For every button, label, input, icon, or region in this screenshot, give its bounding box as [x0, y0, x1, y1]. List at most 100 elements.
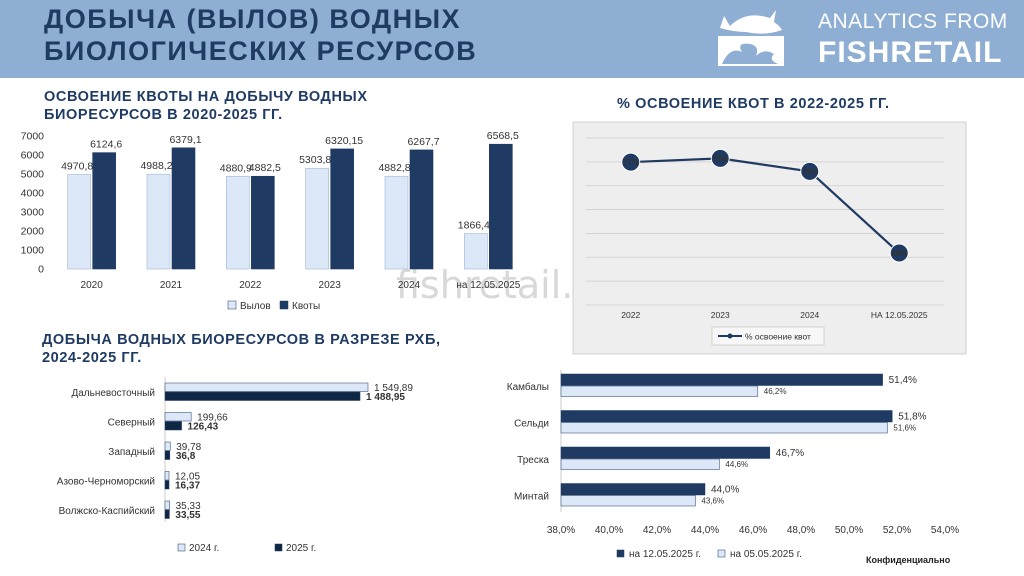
- quota-data-label: 6320,15: [325, 135, 363, 147]
- basin-category-label: Северный: [108, 418, 155, 429]
- percent-data-label: 79%: [712, 154, 728, 163]
- percent-point: [710, 148, 730, 168]
- quota-data-label: 1866,4: [458, 220, 490, 232]
- species-category-label: Камбалы: [507, 381, 549, 393]
- basin-data-label: 1 488,95: [366, 392, 405, 403]
- basin-data-label: 199,66: [197, 413, 228, 424]
- species-category-label: Треска: [517, 455, 549, 466]
- species-legend-label: на 12.05.2025 г.: [629, 549, 701, 560]
- percent-point: [889, 243, 909, 263]
- basin-data-label: 1 549,89: [374, 383, 413, 394]
- quota-ytick: 7000: [21, 131, 45, 143]
- quota-bar-catch: [464, 233, 488, 270]
- species-data-label: 46,2%: [764, 387, 787, 396]
- quota-ytick: 0: [38, 264, 44, 276]
- species-data-label: 51,8%: [898, 412, 926, 423]
- species-xtick: 40,0%: [595, 525, 623, 536]
- species-bar-may05: [560, 385, 759, 397]
- percent-legend-marker: [727, 333, 733, 339]
- basin-bar-2024: [164, 382, 369, 392]
- percent-legend-box: [711, 326, 825, 346]
- species-bar-may05: [560, 495, 696, 507]
- species-bar-may12: [560, 373, 883, 386]
- species-bar-may05: [560, 422, 888, 434]
- quota-ytick: 6000: [21, 150, 45, 162]
- quota-bar-quota: [330, 148, 354, 270]
- quota-bar-catch: [305, 167, 329, 270]
- basin-chart-title-line1: ДОБЫЧА ВОДНЫХ БИОРЕСУРСОВ В РАЗРЕЗЕ РХБ,: [42, 332, 441, 348]
- species-bar-may12: [560, 446, 771, 459]
- basin-legend-label: 2025 г.: [286, 543, 316, 554]
- basin-data-label: 39,78: [176, 442, 201, 453]
- species-data-label: 51,6%: [893, 424, 916, 433]
- basin-chart-title-line2: 2024-2025 ГГ.: [42, 350, 142, 366]
- percent-chart-title: % ОСВОЕНИЕ КВОТ В 2022-2025 ГГ.: [617, 96, 890, 112]
- quota-ytick: 3000: [21, 207, 45, 219]
- fish-logo-icon: [718, 10, 784, 66]
- species-data-label: 44,6%: [725, 460, 748, 469]
- quota-xtick: на 12.05.2025: [456, 280, 520, 291]
- species-bar-may05: [560, 458, 720, 470]
- quota-xtick: 2022: [239, 280, 262, 291]
- basin-category-label: Западный: [108, 447, 155, 458]
- basin-bar-2025: [164, 509, 170, 519]
- percent-xtick: 2023: [711, 310, 730, 320]
- quota-data-label: 6568,5: [487, 130, 519, 142]
- basin-category-label: Волжско-Каспийский: [59, 506, 155, 517]
- basin-bar-2025: [164, 480, 170, 490]
- percent-data-label: 77%: [623, 158, 639, 167]
- percent-legend-label: % освоение квот: [745, 332, 811, 342]
- quota-bar-catch: [384, 175, 409, 270]
- quota-data-label: 4988,2: [140, 160, 172, 172]
- species-xtick: 46,0%: [739, 525, 767, 536]
- percent-series-line: [630, 157, 900, 254]
- basin-data-label: 12,05: [175, 472, 200, 483]
- basin-bar-2025: [164, 450, 171, 460]
- species-legend-swatch: [616, 549, 625, 558]
- species-xtick: 42,0%: [643, 525, 671, 536]
- basin-bar-2024: [164, 471, 170, 481]
- quota-xtick: 2020: [81, 280, 104, 291]
- page-title-line2: БИОЛОГИЧЕСКИХ РЕСУРСОВ: [44, 36, 478, 66]
- quota-legend-label: Вылов: [240, 301, 271, 312]
- quota-data-label: 5303,8: [299, 154, 331, 166]
- percent-data-label: 72%: [802, 167, 818, 176]
- species-category-label: Минтай: [514, 492, 549, 503]
- quota-bar-quota: [251, 175, 275, 270]
- percent-xtick: 2022: [621, 310, 640, 320]
- percent-point: [800, 161, 820, 181]
- quota-data-label: 4970,8: [61, 161, 93, 173]
- quota-ytick: 1000: [21, 245, 45, 257]
- basin-category-label: Азово-Черноморский: [57, 477, 155, 488]
- header-banner: ДОБЫЧА (ВЫЛОВ) ВОДНЫХ БИОЛОГИЧЕСКИХ РЕСУ…: [0, 0, 1024, 78]
- species-category-label: Сельди: [514, 419, 549, 430]
- species-data-label: 44,0%: [711, 485, 739, 496]
- quota-data-label: 6124,6: [90, 139, 122, 151]
- species-xtick: 38,0%: [547, 525, 575, 536]
- species-bar-may12: [560, 483, 706, 496]
- page-title-line1: ДОБЫЧА (ВЫЛОВ) ВОДНЫХ: [44, 4, 462, 34]
- basin-legend-swatch: [274, 543, 283, 552]
- basin-data-label: 16,37: [175, 481, 200, 492]
- basin-data-label: 33,55: [175, 510, 200, 521]
- basin-data-label: 36,8: [176, 451, 196, 462]
- quota-xtick: 2021: [160, 280, 183, 291]
- species-xtick: 50,0%: [835, 525, 863, 536]
- basin-category-label: Дальневосточный: [71, 388, 155, 399]
- quota-legend-label: Квоты: [292, 301, 320, 312]
- species-xtick: 54,0%: [931, 525, 959, 536]
- quota-data-label: 6267,7: [407, 136, 439, 148]
- species-bar-may12: [560, 410, 893, 423]
- percent-point: [621, 152, 641, 172]
- quota-data-label: 4882,5: [249, 162, 281, 174]
- brand-bottom-text: FISHRETAIL: [818, 36, 1003, 69]
- brand-top-text: ANALYTICS FROM: [818, 10, 1008, 33]
- species-data-label: 43,6%: [701, 497, 724, 506]
- quota-xtick: 2023: [319, 280, 342, 291]
- confidential-label: Конфиденциально: [866, 555, 951, 565]
- quota-bar-quota: [409, 149, 434, 270]
- quota-bar-catch: [67, 174, 91, 270]
- quota-data-label: 6379,1: [169, 134, 201, 146]
- quota-ytick: 2000: [21, 226, 45, 238]
- quota-data-label: 4882,8: [378, 162, 410, 174]
